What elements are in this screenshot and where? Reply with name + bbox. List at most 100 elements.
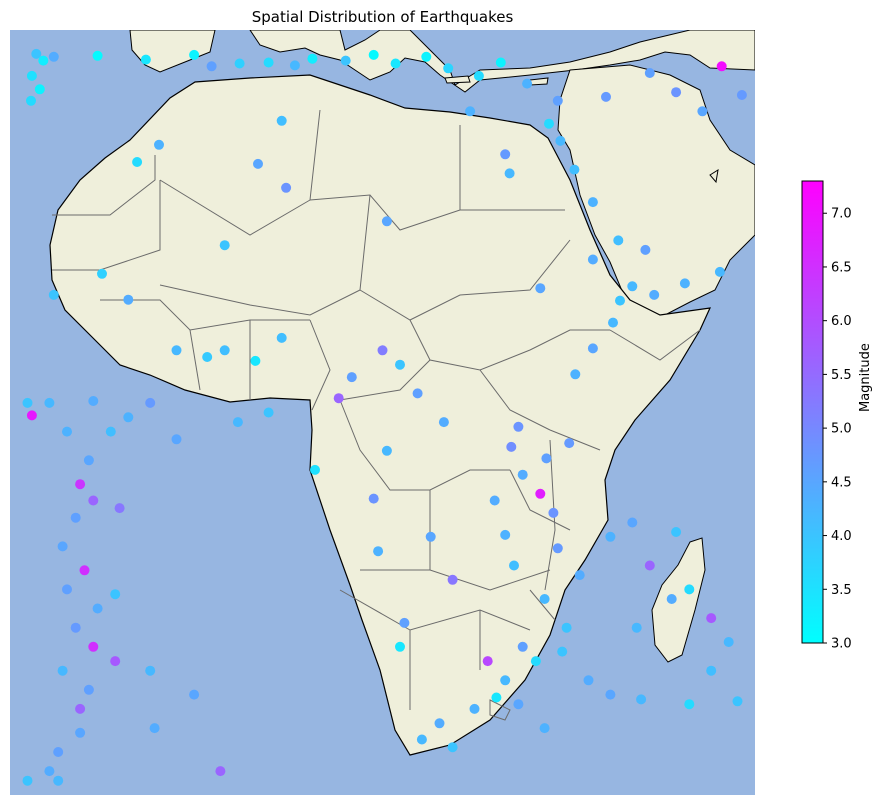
earthquake-point — [636, 694, 647, 705]
earthquake-point — [140, 54, 151, 65]
earthquake-point — [500, 529, 511, 540]
earthquake-point — [145, 665, 156, 676]
earthquake-point — [679, 278, 690, 289]
earthquake-point — [627, 281, 638, 292]
earthquake-point — [552, 95, 563, 106]
colorbar-tick-label: 6.0 — [831, 314, 852, 329]
earthquake-point — [373, 546, 384, 557]
earthquake-point — [736, 90, 747, 100]
earthquake-point — [544, 118, 554, 129]
earthquake-point — [421, 51, 432, 62]
earthquake-point — [482, 656, 493, 667]
earthquake-point — [425, 531, 436, 542]
earthquake-point — [48, 289, 59, 300]
colorbar-tick-label: 4.0 — [831, 529, 852, 544]
earthquake-point — [644, 68, 655, 78]
earthquake-point — [62, 584, 72, 595]
earthquake-point — [666, 594, 677, 604]
earthquake-point — [513, 421, 524, 432]
earthquake-point — [215, 766, 226, 777]
earthquake-point — [75, 727, 86, 738]
earthquake-point — [570, 369, 581, 380]
earthquake-point — [671, 527, 682, 537]
earthquake-point — [399, 617, 410, 628]
earthquake-point — [110, 656, 121, 667]
earthquake-point — [79, 565, 90, 576]
earthquake-point — [171, 345, 182, 356]
earthquake-point — [706, 613, 717, 624]
earthquake-point — [469, 703, 480, 714]
earthquake-point — [513, 699, 524, 710]
earthquake-point — [346, 372, 357, 383]
earthquake-point — [38, 55, 49, 66]
earthquake-points — [22, 48, 747, 786]
earthquake-point — [232, 417, 243, 428]
earthquake-point — [552, 543, 563, 554]
earthquake-point — [509, 560, 519, 571]
earthquake-point — [522, 78, 533, 89]
europe-landmass — [129, 30, 755, 93]
earthquake-point — [539, 723, 550, 734]
earthquake-point — [22, 397, 33, 408]
earthquake-point — [495, 57, 506, 68]
earthquake-point — [412, 388, 423, 399]
earthquake-point — [395, 641, 405, 652]
earthquake-point — [438, 417, 449, 428]
earthquake-point — [145, 397, 156, 408]
earthquake-point — [587, 197, 598, 208]
earthquake-point — [263, 57, 274, 68]
earthquake-point — [26, 410, 37, 421]
earthquake-point — [539, 594, 550, 604]
earthquake-point — [706, 665, 717, 676]
earthquake-point — [615, 295, 625, 306]
earthquake-point — [517, 641, 528, 652]
earthquake-point — [631, 622, 642, 633]
mediterranean-island — [444, 75, 471, 84]
magnitude-colorbar: 3.0 3.5 4.0 4.5 5.0 5.5 6.0 6.5 7.0 — [801, 180, 852, 650]
earthquake-point — [88, 396, 99, 406]
earthquake-point — [57, 665, 68, 676]
earthquake-point — [333, 393, 344, 404]
earthquake-point — [732, 696, 743, 707]
earthquake-point — [716, 61, 727, 72]
earthquake-point — [253, 158, 263, 169]
earthquake-point — [465, 106, 476, 117]
map-title: Spatial Distribution of Earthquakes — [251, 8, 514, 26]
colorbar-tick-label: 7.0 — [831, 207, 852, 222]
earthquake-point — [564, 438, 575, 449]
earthquake-point — [605, 689, 616, 700]
earthquake-point — [583, 675, 594, 686]
earthquake-point — [671, 87, 682, 98]
earthquake-point — [561, 622, 572, 633]
earthquake-point — [154, 139, 164, 150]
earthquake-point — [34, 84, 45, 95]
earthquake-point — [377, 345, 388, 356]
earthquake-point — [640, 244, 651, 255]
earthquake-point — [530, 656, 541, 667]
island — [709, 168, 719, 184]
earthquake-point — [189, 49, 200, 60]
earthquake-point — [57, 541, 68, 552]
earthquake-point — [22, 775, 33, 786]
earthquake-point — [263, 407, 274, 418]
earthquake-point — [44, 397, 55, 408]
colorbar-tick-label: 5.5 — [831, 368, 852, 383]
earthquake-point — [276, 115, 287, 126]
earthquake-point — [70, 622, 81, 633]
earthquake-point — [307, 53, 318, 64]
earthquake-point — [219, 240, 230, 251]
earthquake-point — [123, 294, 134, 305]
earthquake-point — [171, 434, 182, 445]
earthquake-point — [83, 684, 94, 695]
earthquake-point — [535, 283, 546, 294]
earthquake-point — [587, 343, 598, 354]
earthquake-point — [189, 689, 200, 700]
colorbar-ticks: 3.0 3.5 4.0 4.5 5.0 5.5 6.0 6.5 7.0 — [823, 207, 852, 650]
earthquake-point — [557, 646, 568, 657]
colorbar-label: Magnitude — [858, 343, 873, 412]
earthquake-point — [31, 48, 42, 59]
earthquake-point — [587, 254, 598, 265]
earthquake-point — [70, 512, 81, 523]
colorbar-tick-label: 5.0 — [831, 422, 852, 437]
earthquake-point — [276, 332, 287, 343]
